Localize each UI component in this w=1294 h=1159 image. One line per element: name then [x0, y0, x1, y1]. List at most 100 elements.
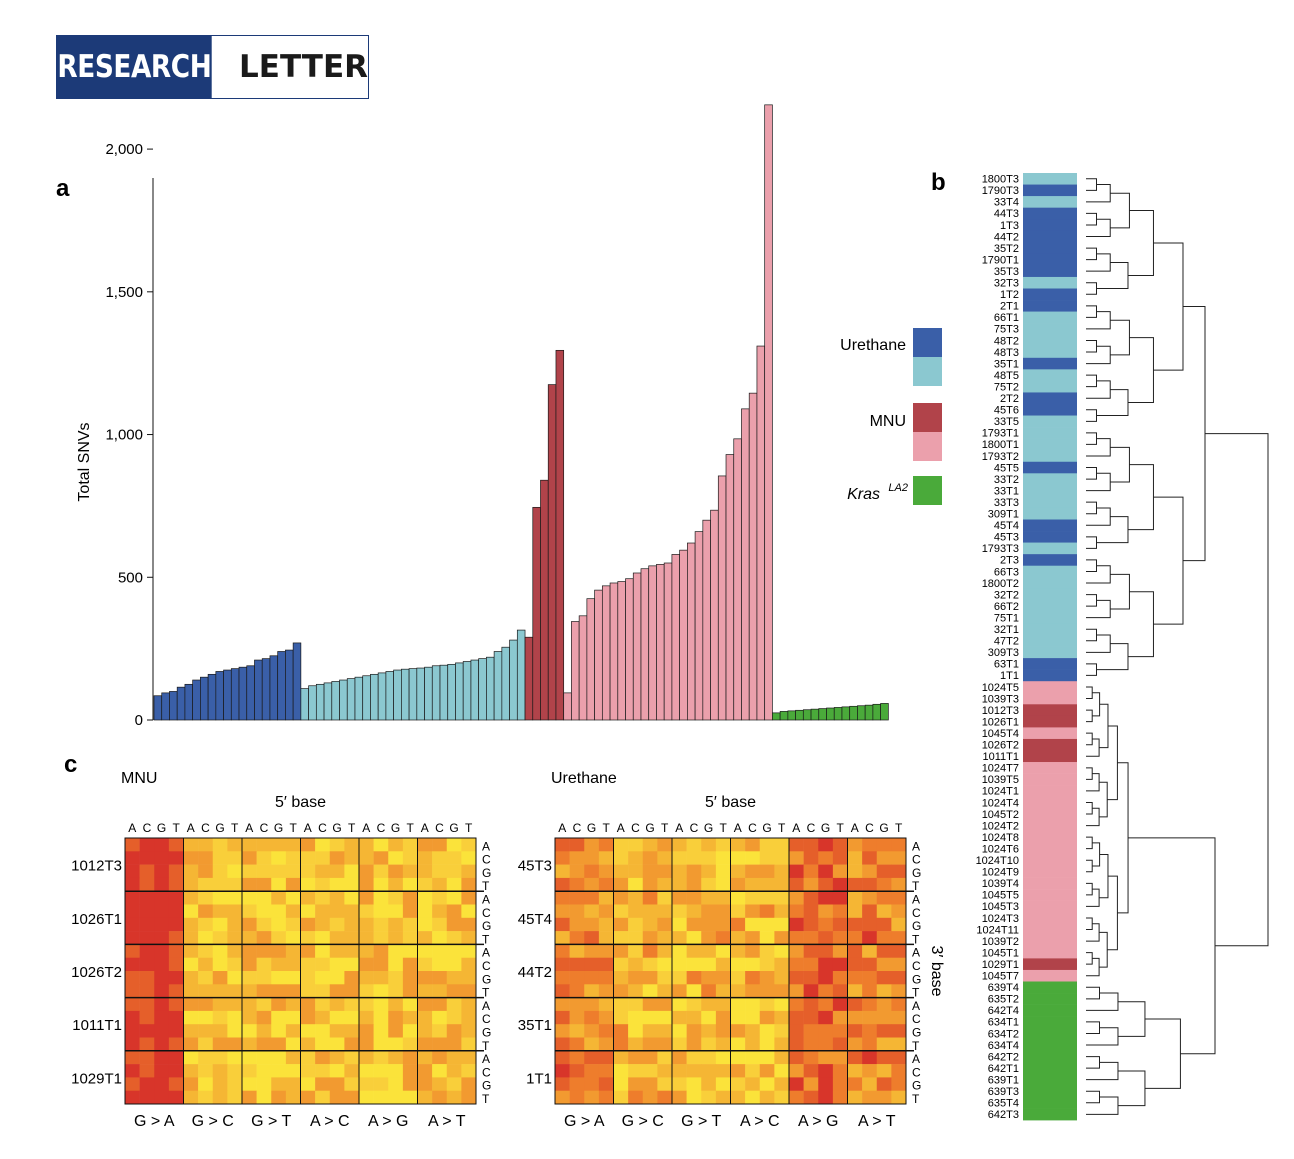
heatmap-cell [745, 851, 761, 865]
sample-label: 1024T2 [982, 820, 1019, 832]
heatmap-cell [227, 1037, 243, 1052]
heatmap-cell [642, 1077, 658, 1091]
top-base-label: G [879, 821, 888, 835]
heatmap-cell [315, 957, 331, 972]
heatmap-cell [373, 1024, 389, 1038]
heatmap-cell [402, 971, 418, 985]
heatmap-cell [125, 931, 140, 945]
heatmap-cell [569, 864, 585, 879]
heatmap-cell [329, 1077, 345, 1091]
sample-label: 1793T1 [982, 428, 1019, 440]
heatmap-cell [285, 944, 301, 958]
heatmap-cell [701, 851, 717, 865]
sample-color-cell [1023, 404, 1077, 416]
heatmap-cell [446, 997, 462, 1012]
dendrogram-branch [1107, 725, 1118, 801]
sample-color-cell [1023, 889, 1077, 901]
dendrogram-branch [1086, 467, 1097, 480]
dendrogram-branch [1086, 952, 1093, 965]
heatmap-cell [446, 1090, 462, 1105]
heatmap-cell [242, 984, 257, 998]
sample-color-cell [1023, 785, 1077, 797]
sample-label: 642T4 [988, 1005, 1019, 1017]
heatmap-cell [832, 957, 848, 972]
heatmap-cell [876, 1010, 892, 1025]
heatmap-cell [613, 1010, 629, 1025]
heatmap-cell [628, 997, 644, 1012]
dendrogram-branch [1096, 389, 1129, 417]
heatmap-cell [862, 997, 878, 1012]
heatmap-cell [642, 931, 658, 945]
bar-urethane_light [385, 671, 394, 721]
heatmap-cell [803, 931, 819, 945]
dendrogram-branch [1099, 853, 1109, 899]
heatmap-cell [584, 1050, 600, 1065]
heatmap-cell [745, 917, 761, 932]
heatmap-cell [715, 931, 731, 945]
heatmap-cell [730, 931, 746, 945]
sample-label: 75T3 [994, 324, 1019, 336]
right-base-label: T [912, 986, 920, 1000]
heatmap-cell [432, 957, 448, 972]
dendrogram-branch [1086, 282, 1097, 295]
heatmap-cell [715, 917, 731, 932]
heatmap-cell [759, 944, 775, 958]
heatmap-cell [285, 1064, 301, 1078]
sample-label: 639T4 [988, 982, 1019, 994]
heatmap-cell [642, 1010, 658, 1025]
heatmap-cell [227, 864, 243, 879]
heatmap-cell [701, 864, 717, 879]
heatmap-cell [745, 864, 761, 879]
heatmap-cell [613, 864, 629, 879]
bar-urethane_light [431, 665, 441, 721]
heatmap-cell [657, 877, 673, 892]
y-axis-label: Total SNVs [76, 422, 93, 501]
sample-label: 1039T2 [982, 936, 1019, 948]
heatmap-cell [388, 1050, 404, 1065]
heatmap-cell [227, 944, 243, 958]
right-base-label: C [912, 959, 921, 973]
heatmap-cell [402, 997, 418, 1012]
bar-urethane_light [501, 646, 510, 721]
heatmap-cell [417, 1024, 433, 1038]
heatmap-cell [344, 997, 360, 1012]
heatmap-cell [686, 904, 702, 919]
heatmap-cell [212, 1037, 228, 1052]
heatmap-cell [285, 971, 301, 985]
heatmap-cell [730, 944, 746, 958]
heatmap-cell [657, 904, 673, 919]
heatmap-cell [774, 1050, 790, 1065]
heatmap-cell [402, 1064, 418, 1078]
dendrogram-branch [1182, 306, 1206, 562]
sample-color-cell [1023, 230, 1077, 243]
bar-kras [880, 703, 889, 721]
dendrogram-branch [1092, 842, 1101, 867]
heatmap-cell [242, 1050, 257, 1065]
heatmap-cell [315, 1024, 331, 1038]
right-base-label: G [482, 1079, 491, 1093]
heatmap-cell [344, 984, 360, 998]
heatmap-cell [803, 904, 819, 919]
heatmap-cell [774, 851, 790, 865]
heatmap-cell [789, 984, 804, 998]
heatmap-cell [212, 904, 228, 919]
sample-label: 642T3 [988, 1109, 1019, 1121]
sample-color-cell [1023, 1108, 1077, 1121]
sample-color-cell [1023, 438, 1077, 451]
right-base-label: A [482, 893, 490, 907]
sample-color-cell [1023, 554, 1077, 566]
heatmap-cell [584, 1010, 600, 1025]
heatmap-cell [672, 957, 687, 972]
heatmap-cell [745, 944, 761, 958]
sample-label: 75T2 [994, 381, 1019, 393]
heatmap-cell [402, 864, 418, 879]
panel-label-b: b [931, 169, 946, 196]
heatmap-cell [315, 1037, 331, 1052]
heatmap-cell [212, 1010, 228, 1025]
heatmap-cell [745, 984, 761, 998]
dendrogram-branch [1086, 767, 1093, 780]
right-base-label: T [912, 1092, 920, 1106]
sample-label: 635T2 [988, 994, 1019, 1006]
heatmap-cell [344, 1024, 360, 1038]
